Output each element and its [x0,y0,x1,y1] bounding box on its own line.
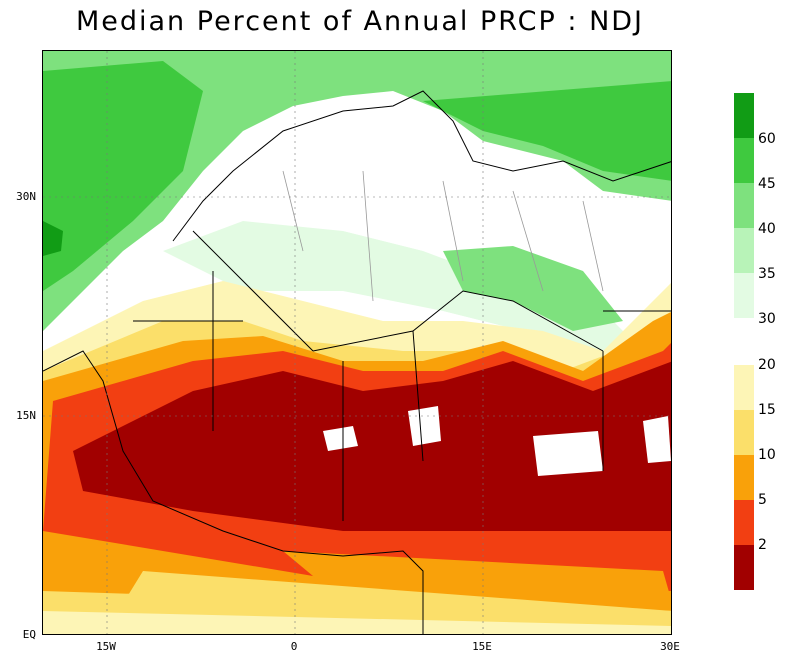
x-tick-label: 15W [96,640,116,653]
green-shading-mediterranean [423,81,671,181]
band-2 [73,361,671,531]
legend-swatch [734,228,754,273]
green-shading-atlantic [43,61,203,291]
x-tick-label: 15E [472,640,492,653]
band-south-20 [43,611,671,634]
legend-label: 40 [758,221,776,237]
light-green-sahara [163,221,643,371]
nodata-patch [533,431,603,476]
admin-borders [282,170,604,302]
legend-swatch [734,455,754,500]
legend-swatch [734,365,754,410]
legend-label: 10 [758,447,776,463]
green-patch-libya [443,246,623,331]
coastline [172,90,671,242]
legend-label: 35 [758,266,776,282]
legend-label: 60 [758,131,776,147]
nodata-patch [643,416,671,463]
map-panel [42,50,672,635]
legend-swatch [734,500,754,545]
green-shading-dark [43,221,63,256]
legend-label: 5 [758,492,767,508]
legend-label: 20 [758,357,776,373]
nodata-patch [408,406,441,446]
legend-label: 2 [758,537,767,553]
nodata-patch [323,426,358,451]
x-tick-label: 30E [660,640,680,653]
x-tick-label: 0 [290,640,298,653]
legend-label: 15 [758,402,776,418]
legend-swatch [734,93,754,138]
country-borders [133,230,671,521]
color-legend [734,93,754,593]
y-tick-label: 15N [16,409,36,422]
y-tick-label: EQ [22,628,36,641]
coastline [43,350,424,634]
legend-swatch [734,138,754,183]
legend-label: 30 [758,311,776,327]
y-tick-label: 30N [16,190,36,203]
legend-label: 45 [758,176,776,192]
legend-swatch [734,545,754,590]
map-title: Median Percent of Annual PRCP : NDJ [75,6,645,37]
legend-swatch [734,273,754,318]
legend-swatch [734,410,754,455]
precipitation-map [43,51,671,634]
legend-swatch [734,183,754,228]
